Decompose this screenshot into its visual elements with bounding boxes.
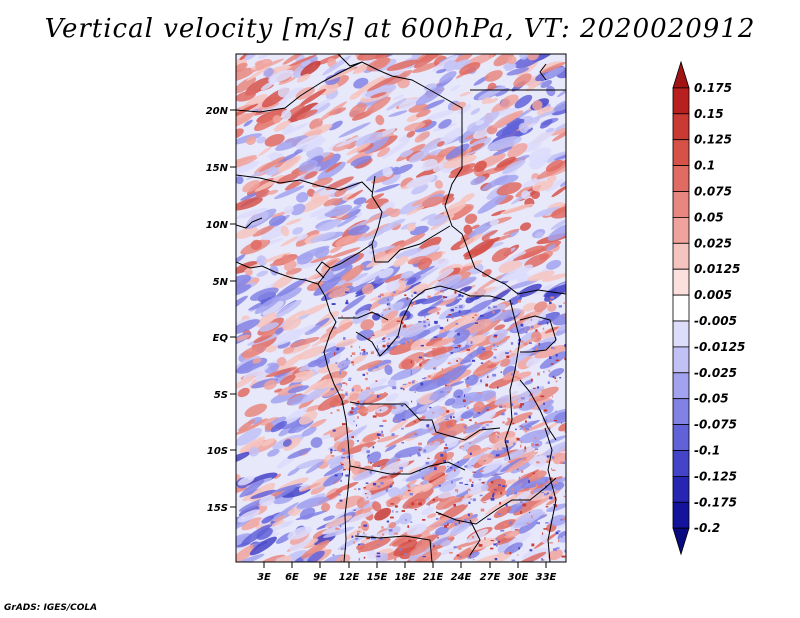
colorbar-swatch — [672, 165, 690, 192]
colorbar-label: -0.05 — [694, 392, 729, 406]
colorbar-label: -0.2 — [694, 521, 720, 535]
border-line — [315, 261, 331, 279]
colorbar-swatch — [672, 216, 690, 244]
border-line — [349, 461, 466, 475]
colorbar-swatch — [672, 398, 690, 426]
lat-tick-label: 15S — [207, 503, 228, 514]
border-line — [519, 379, 557, 441]
latitude-axis: 20N 15N 10N 5N EQ 5S 10S 15S — [206, 106, 236, 514]
border-line — [236, 174, 373, 193]
colorbar-swatch — [672, 294, 690, 322]
border-line — [469, 519, 481, 556]
lon-tick-label: 21E — [423, 572, 444, 583]
colorbar-swatch — [672, 139, 690, 166]
border-line — [355, 285, 506, 357]
colorbar-label: 0.15 — [694, 107, 724, 121]
colorbar-swatch — [672, 527, 690, 556]
border-line — [371, 175, 451, 263]
longitude-axis: 3E 6E 9E 12E 15E 18E 21E 24E 27E 30E 33E — [257, 562, 557, 583]
lat-tick-label: 10S — [207, 446, 228, 457]
lon-tick-label: 18E — [395, 572, 416, 583]
colorbar-swatch — [672, 268, 690, 296]
colorbar-label: 0.0125 — [694, 262, 740, 276]
colorbar-label: -0.025 — [694, 366, 737, 380]
colorbar-label: 0.075 — [694, 185, 732, 199]
colorbar-label: 0.125 — [694, 133, 732, 147]
colorbar-label: 0.005 — [694, 288, 732, 302]
lon-tick-label: 24E — [451, 572, 472, 583]
lat-tick-label: 20N — [206, 106, 229, 117]
colorbar-label: -0.075 — [694, 418, 737, 432]
border-line — [236, 217, 263, 229]
border-line — [338, 311, 389, 321]
colorbar-swatch — [672, 450, 690, 477]
colorbar-label: -0.005 — [694, 314, 737, 328]
lat-tick-label: 10N — [206, 220, 229, 231]
colorbar-swatch — [672, 320, 690, 348]
border-line — [544, 427, 557, 562]
map-title: Vertical velocity [m/s] at 600hPa, VT: 2… — [44, 14, 756, 44]
colorbar-label: -0.0125 — [694, 340, 745, 354]
colorbar-swatch — [672, 191, 690, 218]
lat-tick-label: 5N — [213, 277, 229, 288]
vertical-velocity-field — [236, 54, 566, 562]
border-line — [435, 477, 557, 525]
lon-tick-label: 33E — [536, 572, 557, 583]
colorbar-swatch — [672, 87, 690, 115]
lon-tick-label: 12E — [339, 572, 360, 583]
lat-tick-label: 15N — [206, 163, 229, 174]
colorbar-swatch — [672, 60, 690, 89]
colorbar-label: -0.1 — [694, 444, 720, 458]
country-borders — [236, 54, 566, 562]
border-line — [236, 61, 363, 113]
colorbar-label: 0.175 — [694, 81, 732, 95]
lat-tick-label: 5S — [214, 390, 228, 401]
colorbar-swatch — [672, 242, 690, 270]
colorbar-label: 0.1 — [694, 159, 715, 173]
border-line — [539, 63, 547, 81]
lon-tick-label: 3E — [257, 572, 271, 583]
colorbar-swatch — [672, 424, 690, 451]
map-frame — [235, 53, 567, 563]
grads-credit: GrADS: IGES/COLA — [4, 603, 98, 613]
border-line — [236, 261, 326, 297]
lon-tick-label: 27E — [480, 572, 501, 583]
colorbar-label: 0.025 — [694, 236, 732, 250]
colorbar-swatch — [672, 475, 690, 503]
lon-tick-label: 9E — [313, 572, 327, 583]
border-line — [354, 535, 433, 562]
colorbar-swatch — [672, 346, 690, 374]
border-line — [504, 299, 521, 461]
colorbar-swatch — [672, 113, 690, 141]
colorbar-swatch — [672, 501, 690, 529]
lon-tick-label: 30E — [508, 572, 529, 583]
colorbar-label: 0.05 — [694, 210, 724, 224]
border-line — [317, 243, 373, 285]
lon-tick-label: 6E — [285, 572, 299, 583]
colorbar-label: -0.175 — [694, 495, 737, 509]
border-line — [323, 295, 351, 562]
lon-tick-label: 15E — [367, 572, 388, 583]
border-line — [519, 315, 557, 353]
lat-tick-label: EQ — [213, 333, 229, 344]
border-line — [444, 167, 566, 295]
colorbar-swatch — [672, 372, 690, 400]
border-line — [349, 401, 501, 441]
colorbar-label: -0.125 — [694, 469, 737, 483]
border-line — [337, 54, 463, 168]
